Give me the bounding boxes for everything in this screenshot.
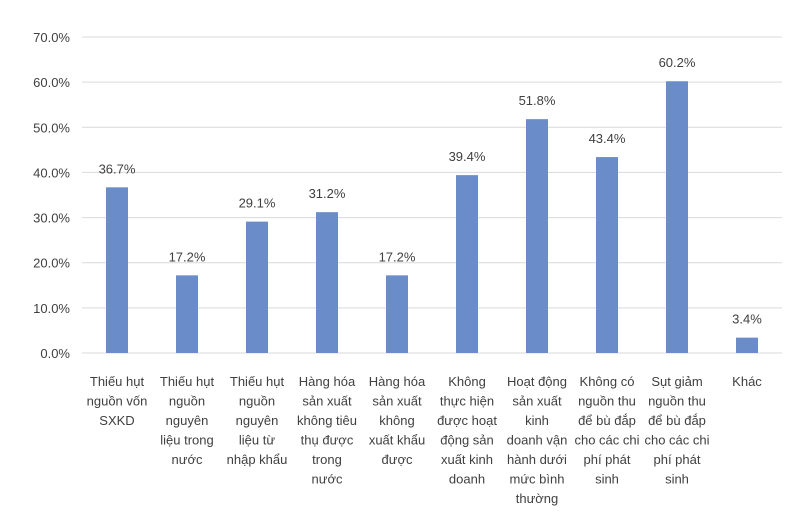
category-label: Thiếu hụt nguồn nguyên liệu trong nước [160,374,215,467]
category-label-line: thực hiện [440,394,494,409]
data-label: 60.2% [659,55,696,70]
category-label-line: không [379,413,414,428]
category-label-line: nguồn thu [648,394,706,409]
y-tick-label: 50.0% [33,120,70,135]
bar [596,157,618,353]
category-label-line: liệu từ [239,433,275,448]
category-label-line: nguồn thu [578,394,636,409]
category-label-line: được [382,452,413,467]
x-axis: Thiếu hụt nguồn vốn SXKD Thiếu hụt nguồn nguy… [87,374,763,506]
category-label-line: nguyên [166,413,209,428]
category-label: Thiếu hụt nguồn vốn SXKD [87,374,148,428]
bar [316,212,338,353]
category-label-line: thường [516,491,559,506]
bar [526,119,548,353]
category-label-line: Khác [732,374,762,389]
category-label-line: Hàng hóa [299,374,356,389]
bar [106,187,128,353]
category-label-line: để bù đắp [578,413,636,428]
category-label-line: trong [312,452,342,467]
y-tick-label: 40.0% [33,165,70,180]
category-label-line: sinh [595,472,619,487]
category-label: Sụt giảm nguồn thu để bù đắp cho các chi phí… [644,374,709,487]
category-label-line: hành dưới [507,452,567,467]
gridlines [82,36,782,354]
category-label-line: liệu trong [160,433,213,448]
category-label: Hàng hóa sản xuất không tiêu thụ được trong n… [297,374,357,487]
category-label-line: thụ được [301,433,354,448]
bars [106,81,758,354]
data-label: 31.2% [309,186,346,201]
category-label-line: nhập khẩu [227,452,288,467]
category-label: Hoạt động sản xuất kinh doanh vận hành dưới m… [507,374,568,506]
category-label-line: xuất khẩu [369,433,425,448]
category-label: Thiếu hụt nguồn nguyên liệu từ nhập khẩu [227,374,288,467]
data-label: 3.4% [732,312,762,327]
category-label-line: Thiếu hụt [160,374,215,389]
category-label-line: Sụt giảm [651,374,702,389]
y-tick-label: 30.0% [33,211,70,226]
category-label-line: nước [172,452,203,467]
category-label-line: động sản [440,433,494,448]
category-label-line: doanh [449,472,485,487]
category-label-line: sản xuất [302,394,352,409]
category-label: Không thực hiện được hoạt động sản xuất kinh… [437,374,497,487]
category-label-line: sản xuất [372,394,422,409]
category-label-line: phí phát [654,452,701,467]
category-label-line: sản xuất [512,394,562,409]
data-label: 39.4% [449,149,486,164]
y-tick-label: 60.0% [33,75,70,90]
y-tick-label: 10.0% [33,301,70,316]
category-label-line: Không có [580,374,635,389]
category-label-line: Hàng hóa [369,374,426,389]
category-label-line: được hoạt [437,413,497,428]
category-label-line: phí phát [584,452,631,467]
data-labels: 36.7% 17.2% 29.1% 31.2% 17.2% 39.4% 51.8% 43.4%… [99,55,763,326]
y-tick-label: 20.0% [33,256,70,271]
data-label: 29.1% [239,196,276,211]
category-label-line: Thiếu hụt [230,374,285,389]
category-label-line: không tiêu [297,413,357,428]
category-label: Khác [732,374,762,389]
category-label-line: nguyên [236,413,279,428]
bar [386,275,408,353]
bar [456,175,478,353]
category-label-line: xuất kinh [441,452,493,467]
data-label: 43.4% [589,131,626,146]
category-label-line: kinh [525,413,549,428]
category-label-line: Thiếu hụt [90,374,145,389]
y-axis: 0.0% 10.0% 20.0% 30.0% 40.0% 50.0% 60.0% 70.0% [33,30,70,361]
category-label-line: sinh [665,472,689,487]
bar [176,275,198,353]
data-label: 17.2% [379,249,416,264]
category-label-line: doanh vận [507,433,568,448]
y-tick-label: 0.0% [40,346,70,361]
category-label-line: Hoạt động [507,374,567,389]
category-label: Không có nguồn thu để bù đắp cho các chi phí… [574,374,639,487]
category-label-line: nguồn [169,394,205,409]
bar [246,221,268,353]
category-label-line: nước [312,472,343,487]
category-label-line: để bù đắp [648,413,706,428]
category-label-line: SXKD [99,413,134,428]
data-label: 36.7% [99,161,136,176]
category-label: Hàng hóa sản xuất không xuất khẩu được [369,374,426,467]
category-label-line: nguồn vốn [87,394,148,409]
y-tick-label: 70.0% [33,30,70,45]
data-label: 17.2% [169,249,206,264]
bar [666,81,688,354]
bar [736,337,758,353]
category-label-line: Không [448,374,486,389]
category-label-line: nguồn [239,394,275,409]
data-label: 51.8% [519,93,556,108]
category-label-line: cho các chi [644,433,709,448]
category-label-line: cho các chi [574,433,639,448]
category-label-line: mức bình [510,472,565,487]
